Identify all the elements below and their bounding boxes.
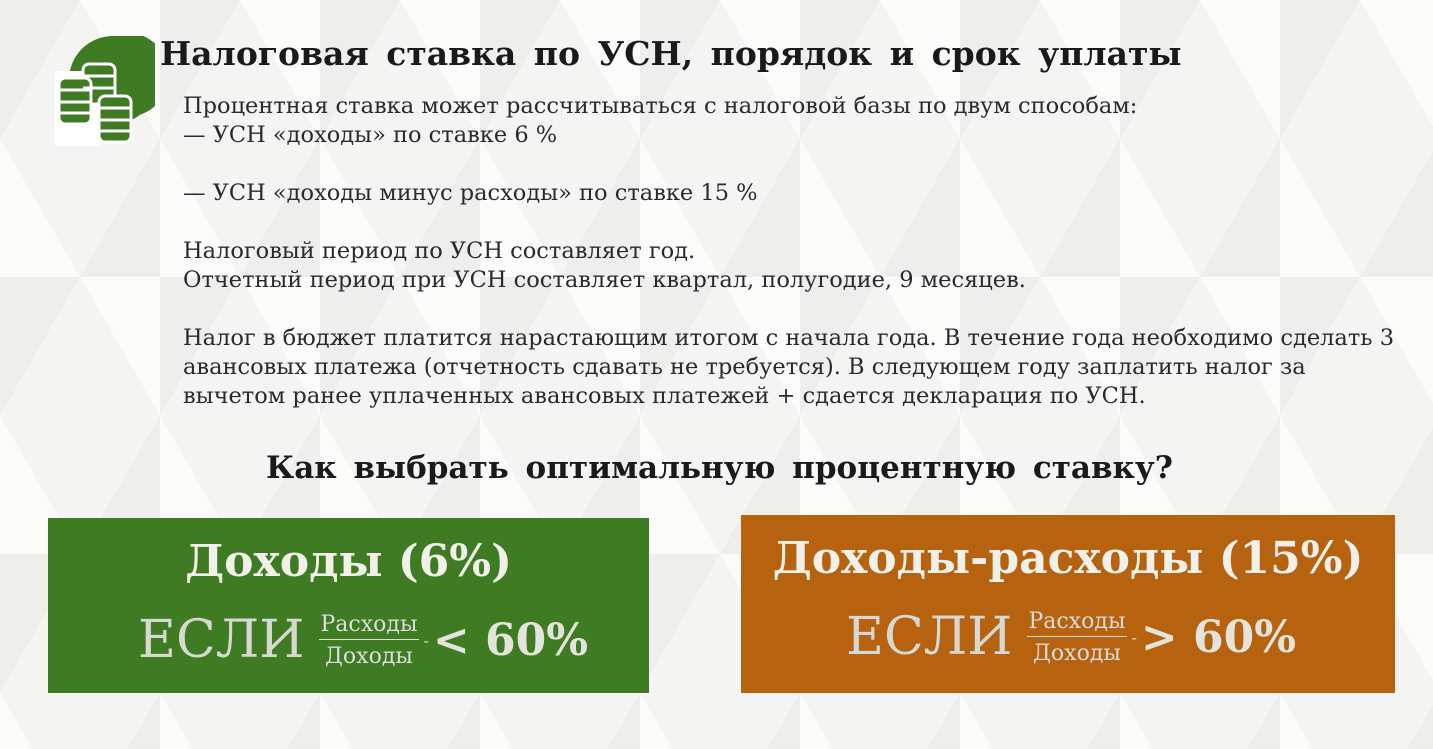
condition: ЕСЛИ Расходы Доходы - < 60% [138,610,588,670]
option-title: Доходы-расходы (15%) [772,533,1364,584]
dash: - [1131,627,1137,647]
comparison: > 60% [1140,611,1297,663]
option-income-minus-expenses: Доходы-расходы (15%) ЕСЛИ Расходы Доходы… [741,515,1395,693]
denominator: Доходы [325,643,413,669]
paragraph: Налоговый период по УСН составляет год. [183,238,696,264]
condition: ЕСЛИ Расходы Доходы - > 60% [846,607,1296,667]
fraction: Расходы Доходы [1026,609,1128,666]
fraction: Расходы Доходы [318,612,420,669]
if-label: ЕСЛИ [138,610,305,670]
question-heading: Как выбрать оптимальную процентную ставк… [266,450,1173,486]
numerator: Расходы [318,612,420,640]
paragraph: Процентная ставка может рассчитываться с… [183,93,1138,119]
page-title: Налоговая ставка по УСН, порядок и срок … [160,34,1182,73]
dash: - [423,630,429,650]
paragraph: — УСН «доходы минус расходы» по ставке 1… [183,180,758,206]
option-title: Доходы (6%) [185,536,512,587]
comparison: < 60% [432,614,589,666]
option-income: Доходы (6%) ЕСЛИ Расходы Доходы - < 60% [48,518,649,693]
body-text: Процентная ставка может рассчитываться с… [183,92,1403,411]
if-label: ЕСЛИ [846,607,1013,667]
denominator: Доходы [1033,640,1121,666]
coins-stack-icon [55,36,155,146]
paragraph: Налог в бюджет платится нарастающим итог… [183,325,1395,409]
paragraph: Отчетный период при УСН составляет кварт… [183,267,1026,293]
paragraph: — УСН «доходы» по ставке 6 % [183,122,558,148]
numerator: Расходы [1026,609,1128,637]
